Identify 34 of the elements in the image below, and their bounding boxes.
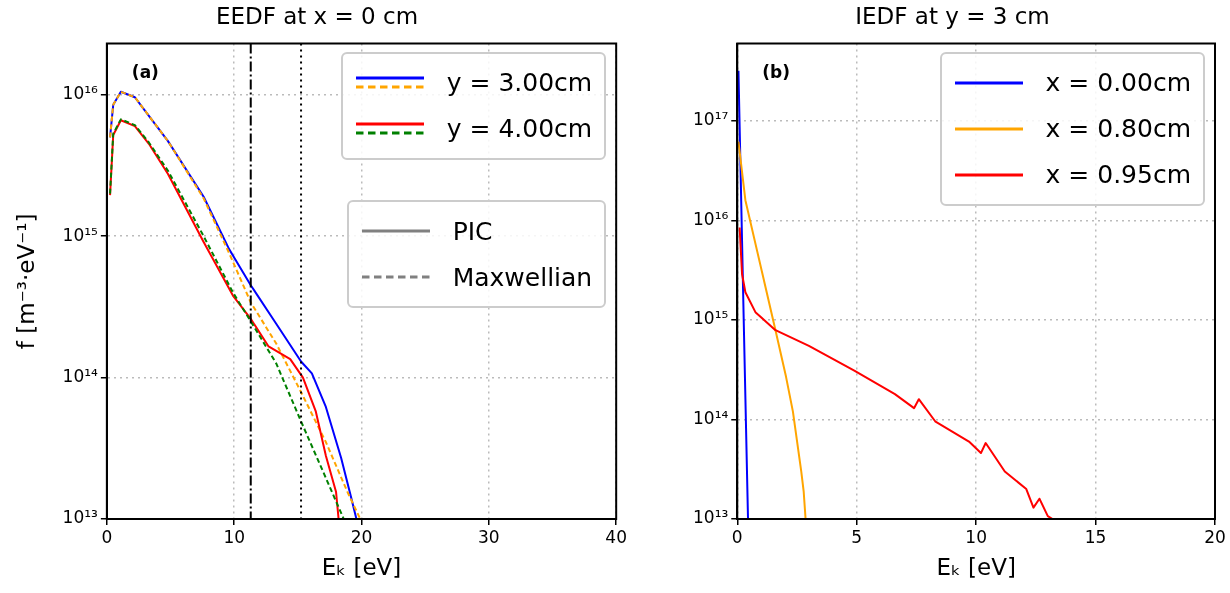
y-tick-label: 10¹⁵ xyxy=(62,224,98,245)
x-tick-label: 15 xyxy=(1084,526,1107,547)
y-tick-label: 10¹⁴ xyxy=(693,407,729,428)
chart-title: EEDF at x = 0 cm xyxy=(215,2,419,29)
x-tick-label: 10 xyxy=(223,526,246,547)
y-tick-label: 10¹⁶ xyxy=(62,83,99,104)
annotation: (a) xyxy=(131,61,159,82)
x-tick-label: 0 xyxy=(101,526,113,547)
x-tick-label: 20 xyxy=(350,526,373,547)
legend-label: y = 4.00cm xyxy=(446,114,593,144)
x-tick-label: 20 xyxy=(1204,526,1226,547)
x-tick-label: 40 xyxy=(605,526,627,547)
y-tick-label: 10¹⁵ xyxy=(693,308,729,329)
legend-label: x = 0.00cm xyxy=(1045,68,1191,98)
legend-label: x = 0.80cm xyxy=(1045,114,1191,144)
y-axis-title: f [m⁻³·eV⁻¹] xyxy=(12,213,39,350)
x-tick-label: 30 xyxy=(478,526,500,547)
x-axis-title: Eₖ [eV] xyxy=(321,554,402,581)
x-tick-label: 0 xyxy=(731,526,743,547)
annotation: PIC xyxy=(452,216,493,246)
annotation: (b) xyxy=(762,61,790,82)
y-tick-label: 10¹³ xyxy=(693,507,729,528)
y-tick-label: 10¹⁴ xyxy=(62,366,99,387)
annotation: Maxwellian xyxy=(452,262,593,292)
style-key-box: PIC Maxwellian xyxy=(346,200,607,308)
y-tick-label: 10¹⁷ xyxy=(693,109,729,130)
chart-title: IEDF at y = 3 cm xyxy=(855,2,1050,29)
x-tick-label: 5 xyxy=(851,526,863,547)
y-tick-label: 10¹⁶ xyxy=(693,208,729,229)
x-tick-label: 10 xyxy=(965,526,987,547)
legend-label: x = 0.95cm xyxy=(1045,160,1191,190)
x-axis-title: Eₖ [eV] xyxy=(936,554,1016,581)
legend-label: y = 3.00cm xyxy=(446,68,593,98)
y-tick-label: 10¹³ xyxy=(62,507,98,528)
